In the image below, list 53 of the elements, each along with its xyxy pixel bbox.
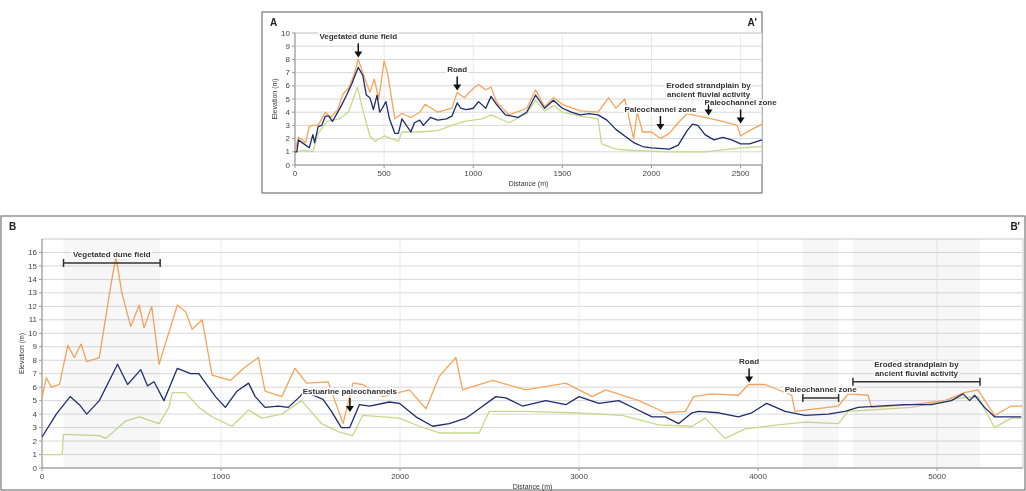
x-tick-label: 1000	[212, 472, 231, 481]
y-tick-label: 1	[285, 147, 291, 157]
x-tick-label: 4000	[749, 472, 768, 481]
x-tick-label: 0	[39, 472, 45, 481]
x-tick-label: 2000	[642, 169, 661, 178]
y-tick-label: 0	[285, 160, 291, 170]
band-label: Eroded strandplain by ancient fluvial activity	[874, 359, 960, 378]
y-tick-label: 3	[285, 120, 291, 130]
x-tick-label: 2500	[731, 169, 751, 178]
y-tick-label: 14	[28, 274, 38, 284]
y-tick-label: 10	[28, 328, 38, 338]
y-tick-label: 2	[285, 134, 291, 144]
y-tick-label: 5	[285, 94, 291, 104]
y-tick-label: 15	[28, 261, 38, 271]
y-tick-label: 10	[281, 28, 291, 38]
y-tick-label: 13	[28, 288, 38, 298]
annotation: Road	[739, 357, 760, 367]
y-tick-label: 4	[285, 107, 291, 117]
y-tick-label: 2	[32, 436, 38, 446]
text: A	[270, 17, 278, 28]
annotation: Road	[447, 65, 468, 75]
y-tick-label: 9	[32, 342, 38, 352]
y-tick-label: 5	[32, 396, 38, 406]
line-series	[41, 391, 1024, 456]
y-tick-label: 16	[28, 248, 38, 258]
x-tick-label: 0	[292, 169, 298, 178]
annotation: Eroded strandplain by ancient fluvial activity	[666, 81, 752, 100]
band-label: Vegetated dune field	[72, 250, 151, 259]
y-tick-label: 0	[32, 463, 38, 473]
x-tick-label: 5000	[928, 472, 947, 481]
x-tick-label: 1000	[464, 169, 483, 178]
text: B'	[1010, 221, 1020, 232]
y-tick-label: 7	[285, 68, 291, 78]
y-tick-label: 1	[32, 450, 38, 460]
x-tick-label: 500	[377, 169, 392, 178]
band-label: Paleochannel zone	[784, 385, 858, 395]
y-tick-label: 4	[32, 409, 38, 419]
y-tick-label: 9	[285, 41, 291, 51]
x-tick-label: 3000	[570, 472, 589, 481]
text: A'	[747, 17, 757, 28]
y-tick-label: 12	[28, 301, 38, 311]
y-tick-label: 3	[32, 423, 38, 433]
y-tick-label: 8	[285, 54, 291, 64]
y-tick-label: 6	[32, 382, 38, 392]
y-tick-label: 8	[32, 355, 38, 365]
text: B	[9, 221, 17, 232]
x-tick-label: 2000	[391, 472, 410, 481]
x-tick-label: 1500	[553, 169, 572, 178]
y-tick-label: 7	[32, 369, 38, 379]
line-series	[41, 363, 1022, 438]
annotation: Vegetated dune field	[319, 32, 398, 42]
y-tick-label: 6	[285, 81, 291, 91]
y-tick-label: 11	[28, 315, 38, 325]
